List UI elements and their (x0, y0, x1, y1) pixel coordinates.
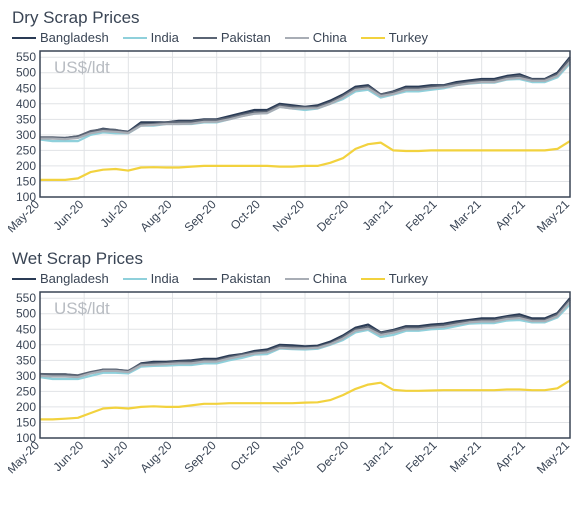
x-tick-label: Sep-20 (182, 438, 219, 475)
legend-swatch (193, 278, 217, 280)
legend-item-turkey: Turkey (361, 30, 428, 45)
legend-item-pakistan: Pakistan (193, 271, 271, 286)
x-tick-label: Feb-21 (403, 438, 440, 475)
legend-label: Bangladesh (40, 271, 109, 286)
x-tick-label: Aug-20 (137, 197, 174, 234)
x-tick-label: May-21 (534, 197, 572, 235)
legend-label: Pakistan (221, 30, 271, 45)
legend-swatch (12, 278, 36, 280)
x-tick-label: Mar-21 (447, 438, 484, 475)
legend-swatch (193, 37, 217, 39)
legend-swatch (123, 37, 147, 39)
y-tick-label: 350 (16, 112, 36, 126)
legend-label: India (151, 30, 179, 45)
y-tick-label: 550 (16, 291, 36, 305)
legend-item-china: China (285, 30, 347, 45)
legend-label: China (313, 271, 347, 286)
y-tick-label: 500 (16, 66, 36, 80)
x-tick-label: Jun-20 (50, 438, 86, 474)
y-tick-label: 500 (16, 307, 36, 321)
x-tick-label: Jan-21 (360, 438, 396, 474)
legend-swatch (123, 278, 147, 280)
x-tick-label: Nov-20 (270, 438, 307, 475)
chart-plot: 100150200250300350400450500550US$/ldtMay… (8, 47, 576, 245)
y-tick-label: 150 (16, 174, 36, 188)
x-tick-label: Mar-21 (447, 197, 484, 234)
y-tick-label: 200 (16, 159, 36, 173)
x-tick-label: Aug-20 (137, 438, 174, 475)
x-tick-label: Oct-20 (228, 438, 264, 474)
x-tick-label: Jul-20 (97, 197, 130, 230)
legend-item-pakistan: Pakistan (193, 30, 271, 45)
y-tick-label: 300 (16, 128, 36, 142)
x-tick-label: Nov-20 (270, 197, 307, 234)
legend-item-bangladesh: Bangladesh (12, 30, 109, 45)
chart-title: Wet Scrap Prices (12, 249, 576, 269)
x-tick-label: Dec-20 (314, 438, 351, 475)
y-tick-label: 250 (16, 143, 36, 157)
legend-label: Bangladesh (40, 30, 109, 45)
x-tick-label: Sep-20 (182, 197, 219, 234)
legend-item-india: India (123, 30, 179, 45)
x-tick-label: Apr-21 (493, 438, 529, 474)
legend-swatch (285, 278, 309, 280)
legend-item-india: India (123, 271, 179, 286)
legend: Bangladesh India Pakistan China Turkey (8, 30, 576, 45)
x-tick-label: Jul-20 (97, 438, 130, 471)
legend: Bangladesh India Pakistan China Turkey (8, 271, 576, 286)
x-tick-label: Dec-20 (314, 197, 351, 234)
legend-swatch (285, 37, 309, 39)
y-tick-label: 200 (16, 400, 36, 414)
unit-label: US$/ldt (54, 299, 110, 318)
x-tick-label: May-21 (534, 438, 572, 476)
chart-plot: 100150200250300350400450500550US$/ldtMay… (8, 288, 576, 486)
y-tick-label: 400 (16, 97, 36, 111)
y-tick-label: 450 (16, 322, 36, 336)
y-tick-label: 550 (16, 50, 36, 64)
legend-item-bangladesh: Bangladesh (12, 271, 109, 286)
legend-swatch (361, 278, 385, 280)
legend-label: China (313, 30, 347, 45)
legend-label: Pakistan (221, 271, 271, 286)
x-tick-label: Apr-21 (493, 197, 529, 233)
legend-item-turkey: Turkey (361, 271, 428, 286)
chart-title: Dry Scrap Prices (12, 8, 576, 28)
x-tick-label: Jun-20 (50, 197, 86, 233)
x-tick-label: Jan-21 (360, 197, 396, 233)
x-tick-label: Feb-21 (403, 197, 440, 234)
legend-label: Turkey (389, 30, 428, 45)
y-tick-label: 300 (16, 369, 36, 383)
x-tick-label: Oct-20 (228, 197, 264, 233)
legend-swatch (361, 37, 385, 39)
y-tick-label: 150 (16, 415, 36, 429)
y-tick-label: 250 (16, 384, 36, 398)
legend-swatch (12, 37, 36, 39)
chart-block: Dry Scrap Prices Bangladesh India Pakistan C… (8, 8, 576, 245)
chart-block: Wet Scrap Prices Bangladesh India Pakistan C… (8, 249, 576, 486)
legend-item-china: China (285, 271, 347, 286)
unit-label: US$/ldt (54, 58, 110, 77)
y-tick-label: 350 (16, 353, 36, 367)
y-tick-label: 450 (16, 81, 36, 95)
legend-label: India (151, 271, 179, 286)
y-tick-label: 400 (16, 338, 36, 352)
legend-label: Turkey (389, 271, 428, 286)
